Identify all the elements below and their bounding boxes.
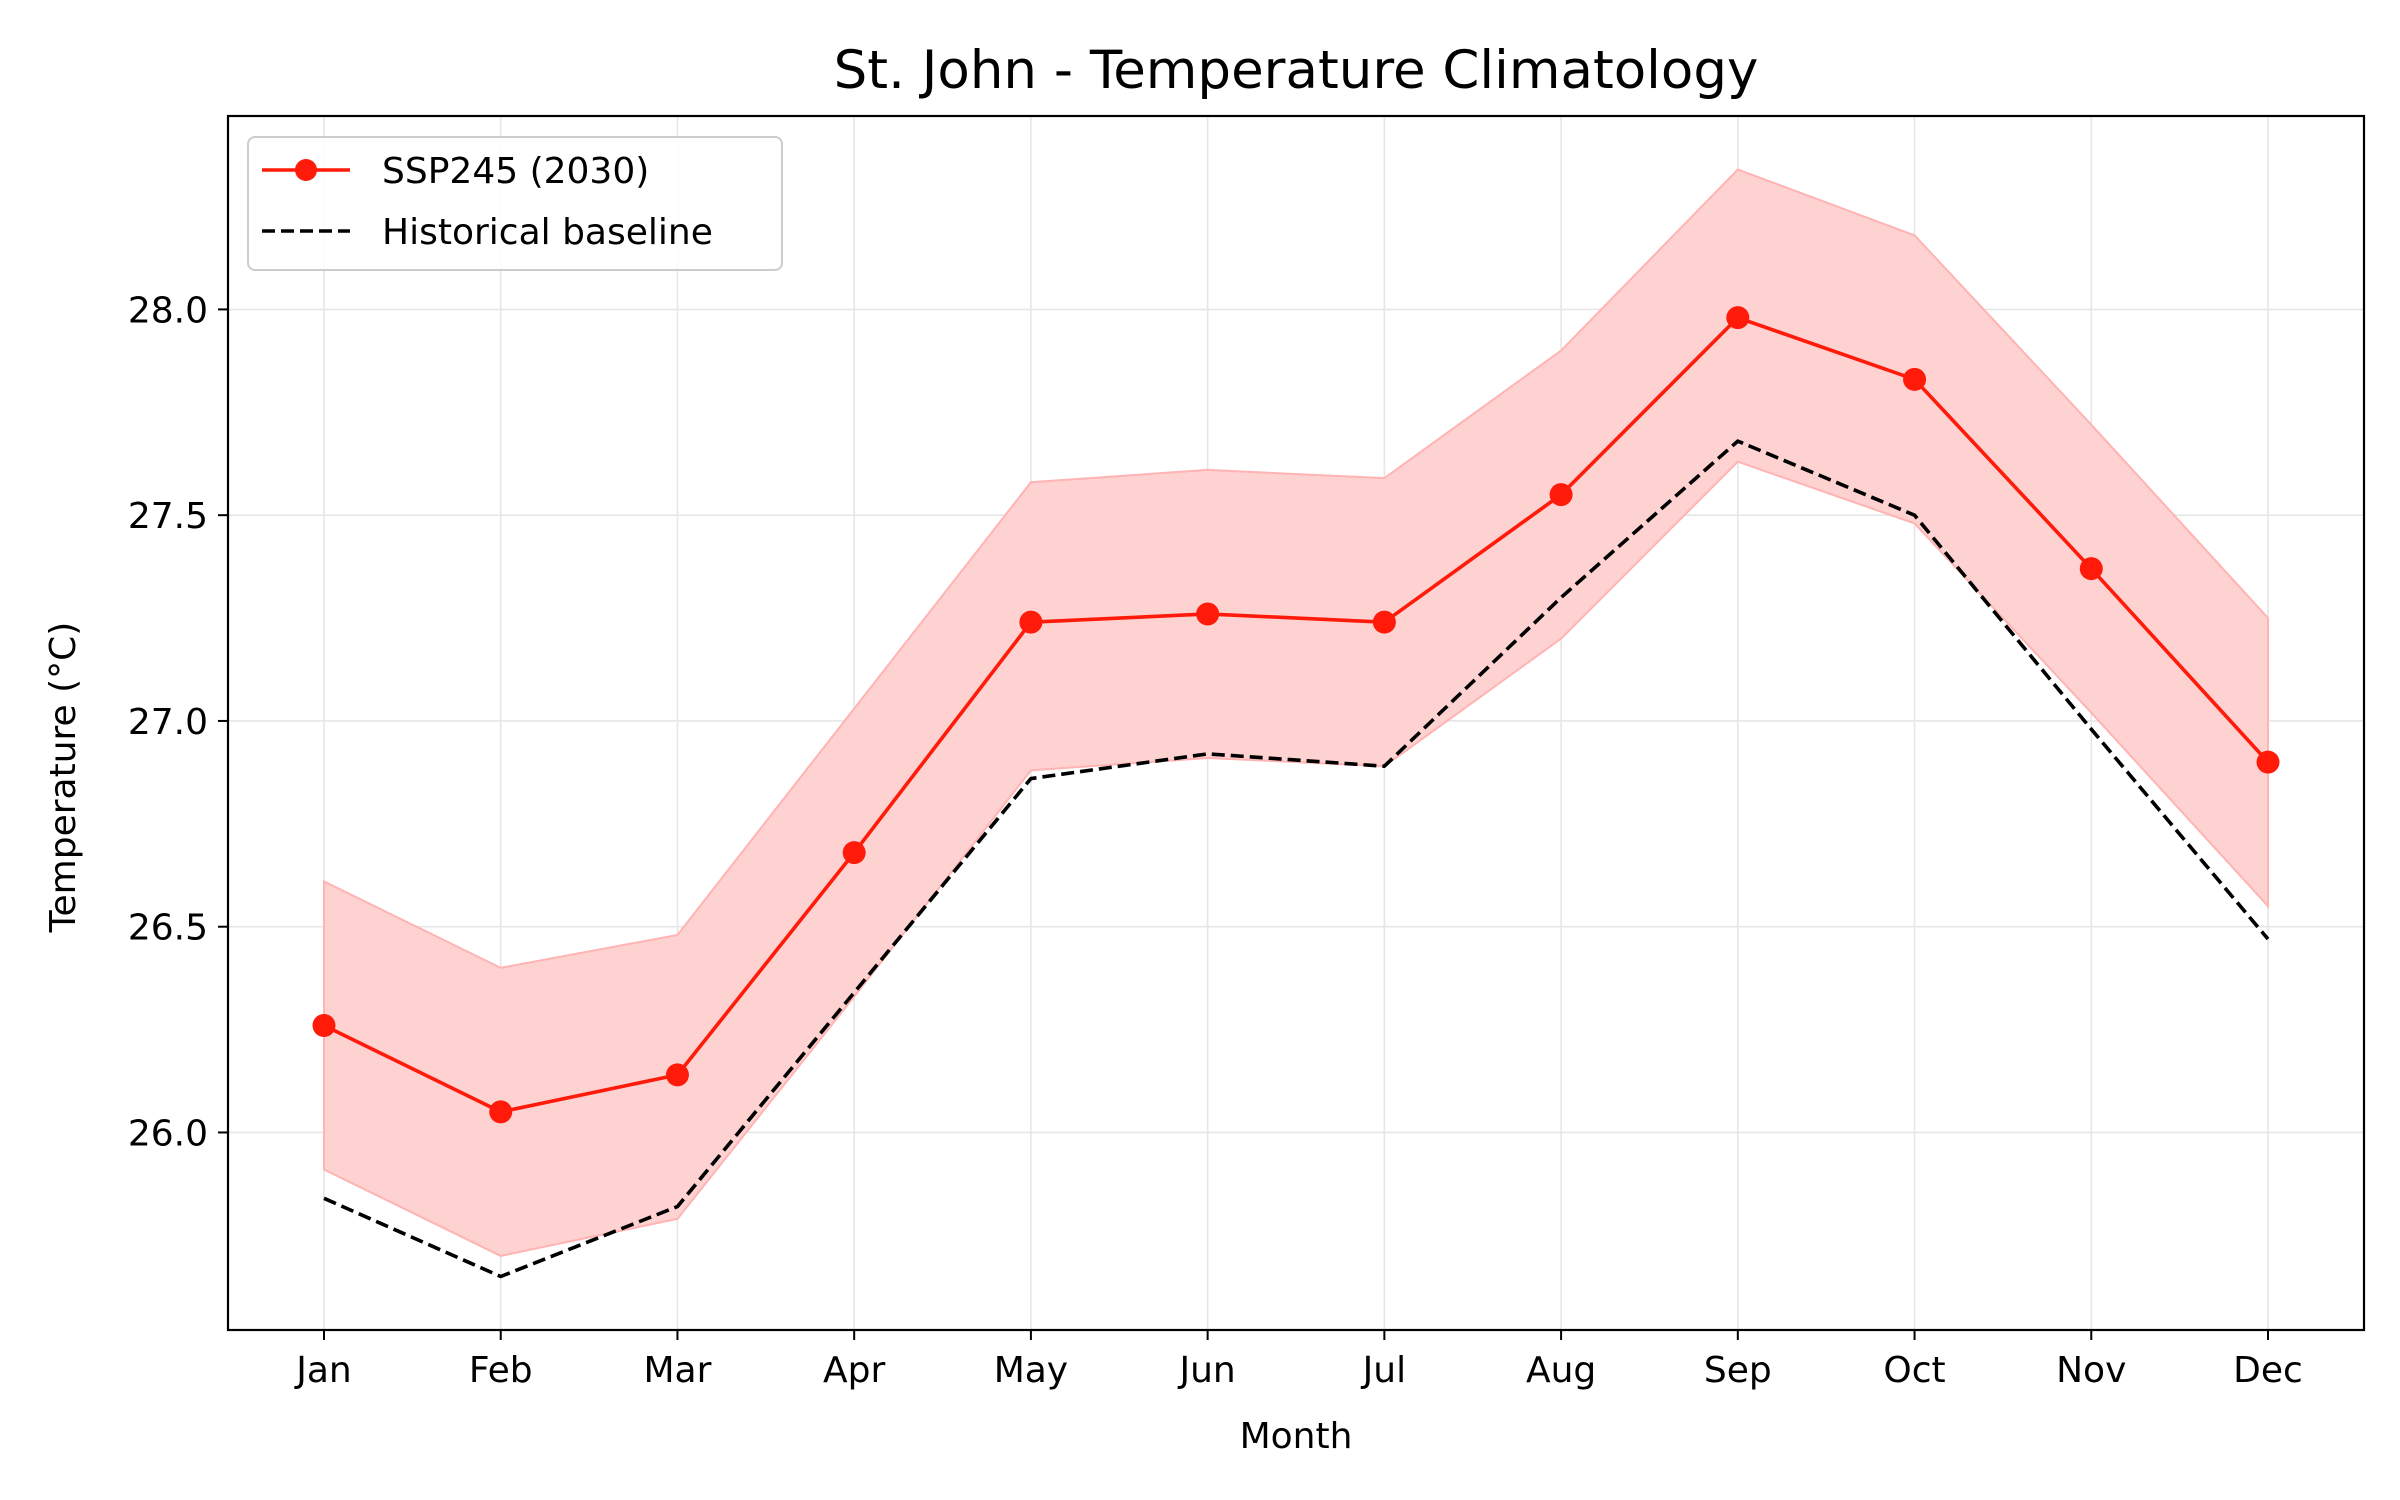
- chart-title: St. John - Temperature Climatology: [834, 40, 1759, 101]
- y-tick-label: 26.0: [128, 1113, 208, 1154]
- x-tick-label: Nov: [2056, 1350, 2126, 1391]
- ssp245-point: [312, 1013, 336, 1037]
- uncertainty-band: [323, 168, 2269, 1257]
- x-tick-label: Dec: [2233, 1350, 2303, 1391]
- uncertainty-band-layer: [323, 168, 2269, 1257]
- x-tick-label: Jun: [1178, 1350, 1236, 1391]
- ssp245-point: [1726, 306, 1750, 330]
- x-axis-ticks: Jan Feb Mar Apr May Jun Jul Aug Sep Oct Nov Dec: [294, 1330, 2303, 1391]
- y-tick-label: 26.5: [128, 908, 208, 949]
- y-axis-title: Temperature (°C): [43, 622, 84, 934]
- ssp245-point: [1019, 610, 1043, 634]
- x-tick-label: Oct: [1883, 1350, 1945, 1391]
- x-tick-label: Sep: [1704, 1350, 1772, 1391]
- x-tick-label: Aug: [1526, 1350, 1596, 1391]
- legend-frame: [247, 136, 783, 271]
- x-tick-label: Mar: [643, 1350, 711, 1391]
- legend-label-historical: Historical baseline: [382, 212, 713, 253]
- legend: SSP245 (2030) Historical baseline: [247, 136, 783, 271]
- ssp245-point: [665, 1063, 689, 1087]
- ssp245-line: [323, 315, 2270, 1114]
- ssp245-point: [1196, 602, 1220, 626]
- ssp245-point: [1549, 483, 1573, 507]
- plot-frame: [226, 114, 2366, 1332]
- x-tick-label: Apr: [823, 1350, 885, 1391]
- x-tick-label: Jul: [1361, 1350, 1406, 1391]
- ssp245-point: [489, 1100, 513, 1124]
- x-tick-label: Feb: [469, 1350, 533, 1391]
- ssp245-point: [2079, 557, 2103, 581]
- legend-swatch-ssp245-marker: [295, 159, 317, 181]
- ssp245-point: [2256, 750, 2280, 774]
- ssp245-point: [1903, 367, 1927, 391]
- x-axis-title: Month: [1240, 1416, 1353, 1457]
- y-axis-ticks: 26.0 26.5 27.0 27.5 28.0: [128, 290, 228, 1154]
- y-tick-label: 27.0: [128, 702, 208, 743]
- x-tick-label: May: [994, 1350, 1068, 1391]
- y-tick-label: 27.5: [128, 496, 208, 537]
- series-layer: [312, 306, 2280, 1279]
- legend-label-ssp245: SSP245 (2030): [382, 151, 649, 192]
- y-tick-label: 28.0: [128, 290, 208, 331]
- ssp245-point: [842, 841, 866, 865]
- x-tick-label: Jan: [294, 1350, 352, 1391]
- historical-baseline-line: [323, 439, 2270, 1279]
- ssp245-point: [1372, 610, 1396, 634]
